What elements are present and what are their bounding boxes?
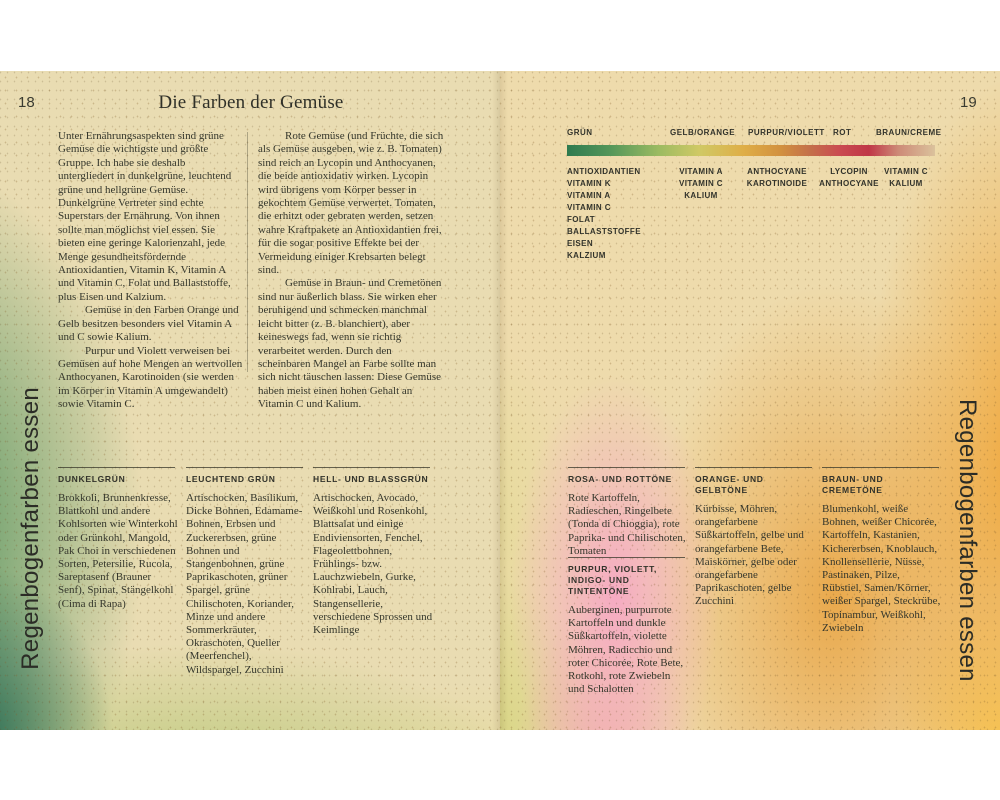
nutrient-item: LYCOPIN [830,167,868,176]
nutrient-item: KAROTINOIDE [746,179,808,188]
nutrient-list-gruen: ANTIOXIDANTIEN VITAMIN K VITAMIN A VITAMIN … [567,166,641,262]
nutrient-item: FOLAT [567,215,596,224]
category-rule [822,467,939,468]
nutrient-list-gelb-orange: VITAMIN A VITAMIN C KALIUM [661,166,741,202]
category-body: Artischocken, Avocado, Weißkohl und Rose… [313,492,433,637]
intro-paragraph: Purpur und Violett verweisen bei Gemüsen… [58,344,243,411]
legend-label-braun-creme: BRAUN/CREME [876,128,942,137]
category-rule [186,467,303,468]
nutrient-list-rot: LYCOPIN ANTHOCYANE [809,166,889,190]
intro-column-2: Rote Gemüse (und Früchte, die sich als G… [258,130,444,412]
category-body: Kürbisse, Möhren, orangefarbene Süßkarto… [695,503,804,608]
category-body: Blumenkohl, weiße Bohnen, weißer Chicoré… [822,503,941,634]
left-page-background [0,71,500,730]
category-heading: BRAUN- UND CREMETÖNE [822,474,884,495]
category-column-orange-gelbtoene: ORANGE- UND GELBTÖNE Kürbisse, Möhren, o… [695,467,815,609]
legend-label-gruen: GRÜN [567,128,593,137]
category-heading: HELL- UND BLASSGRÜN [313,474,429,484]
legend-gradient-bar [567,145,935,156]
category-body: Auberginen, purpurrote Kartoffeln und du… [568,604,684,696]
category-column-purpur-violett: PURPUR, VIOLETT, INDIGO- UND TINTENTÖNE … [568,557,688,696]
legend-label-purpur-violett: PURPUR/VIOLETT [748,128,825,137]
nutrient-item: VITAMIN K [567,179,611,188]
nutrient-item: VITAMIN C [567,203,611,212]
category-column-leuchtend-gruen: LEUCHTEND GRÜN Artischocken, Basilikum, … [186,467,306,677]
page-title: Die Farben der Gemüse [158,92,344,113]
nutrient-item: VITAMIN C [679,179,723,188]
nutrient-item: EISEN [567,239,594,248]
right-page-background [500,71,1000,730]
category-rule [313,467,430,468]
category-rule [568,467,685,468]
nutrient-item: VITAMIN A [567,191,611,200]
category-rule [695,467,812,468]
nutrient-item: KALIUM [889,179,923,188]
vertical-banner-text: Regenbogenfarben essen [17,387,44,670]
nutrient-item: KALIUM [684,191,718,200]
nutrient-item: KALZIUM [567,251,606,260]
page-number-left: 18 [18,94,35,111]
category-heading: PURPUR, VIOLETT, INDIGO- UND TINTENTÖNE [568,564,658,596]
nutrient-list-braun-creme: VITAMIN C KALIUM [866,166,946,190]
intro-column-1: Unter Ernährungsaspekten sind grüne Gemü… [58,130,244,412]
vertical-banner-left: Regenbogenfarben essen [6,381,56,676]
nutrient-item: ANTHOCYANE [819,179,879,188]
nutrient-item: VITAMIN C [884,167,928,176]
category-column-hell-blassgruen: HELL- UND BLASSGRÜN Artischocken, Avocad… [313,467,433,637]
category-heading: ROSA- UND ROTTÖNE [568,474,672,484]
intro-paragraph: Unter Ernährungsaspekten sind grüne Gemü… [58,130,232,303]
category-column-rosa-rottoene: ROSA- UND ROTTÖNE Rote Kartoffeln, Radie… [568,467,688,558]
nutrient-item: VITAMIN A [679,167,723,176]
nutrient-list-purpur-violett: ANTHOCYANE KAROTINOIDE [737,166,817,190]
vertical-banner-text: Regenbogenfarben essen [954,399,981,682]
page-number-right: 19 [960,94,977,111]
nutrient-item: ANTHOCYANE [747,167,807,176]
category-heading: LEUCHTEND GRÜN [186,474,276,484]
nutrient-item: BALLASTSTOFFE [567,227,641,236]
category-column-braun-cremetoene: BRAUN- UND CREMETÖNE Blumenkohl, weiße B… [822,467,942,635]
intro-paragraph: Gemüse in den Farben Orange und Gelb bes… [58,304,239,344]
column-divider-rule [247,132,248,372]
intro-paragraph: Gemüse in Braun- und Cremetönen sind nur… [258,277,442,411]
category-body: Artischocken, Basilikum, Dicke Bohnen, E… [186,492,303,676]
category-body: Brokkoli, Brunnenkresse, Blattkohl und a… [58,492,178,610]
vertical-banner-right: Regenbogenfarben essen [942,393,992,688]
category-column-dunkelgruen: DUNKELGRÜN Brokkoli, Brunnenkresse, Blat… [58,467,178,611]
category-rule [58,467,175,468]
category-body: Rote Kartoffeln, Radieschen, Ringelbete … [568,492,686,557]
nutrient-item: ANTIOXIDANTIEN [567,167,641,176]
category-heading: ORANGE- UND GELBTÖNE [695,474,764,495]
book-spread: 18 Die Farben der Gemüse 19 Unter Ernähr… [0,71,1000,730]
legend-label-rot: ROT [833,128,852,137]
intro-paragraph: Rote Gemüse (und Früchte, die sich als G… [258,130,444,277]
legend-label-gelb-orange: GELB/ORANGE [670,128,736,137]
category-rule [568,557,685,558]
category-heading: DUNKELGRÜN [58,474,126,484]
